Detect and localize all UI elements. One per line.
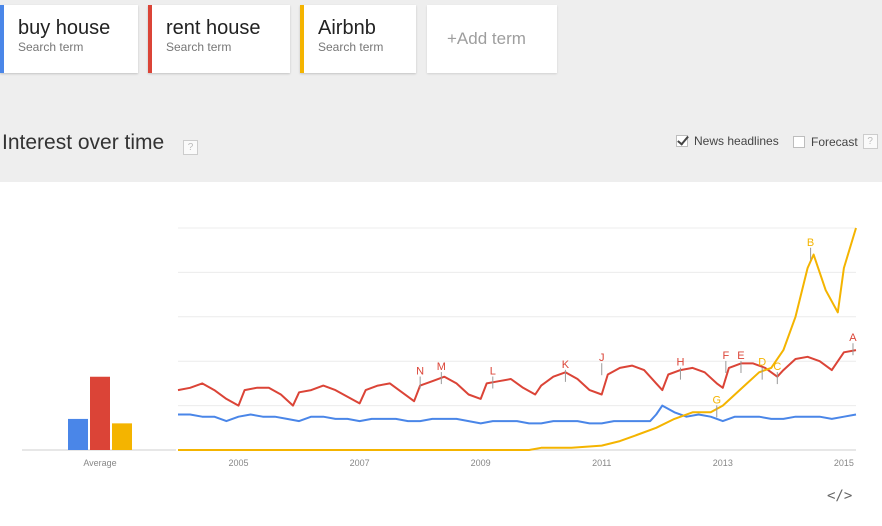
term-name: rent house	[166, 17, 261, 39]
term-subtitle: Search term	[166, 40, 232, 54]
annotation-marker: E	[737, 350, 744, 362]
interest-over-time-chart: 2005 2007 2009 2011 2013 2015 Average N M L K J H F E D…	[22, 227, 857, 468]
search-term-card[interactable]: rent house Search term	[148, 5, 290, 73]
news-headlines-label: News headlines	[694, 134, 779, 148]
annotation-marker: B	[807, 237, 814, 249]
annotation-marker: F	[722, 350, 729, 362]
page-title: Interest over time	[2, 131, 165, 154]
forecast-checkbox[interactable]	[793, 135, 805, 148]
average-label: Average	[83, 458, 116, 468]
average-bar	[90, 376, 110, 450]
embed-code-icon[interactable]: </>	[827, 488, 853, 504]
x-tick-label: 2009	[471, 458, 491, 468]
term-name: Airbnb	[318, 17, 376, 39]
search-term-card[interactable]: Airbnb Search term	[300, 5, 416, 73]
news-headlines-option[interactable]: News headlines	[676, 134, 779, 148]
annotation-marker: J	[599, 352, 605, 364]
x-tick-label: 2005	[229, 458, 249, 468]
add-term-button[interactable]: +Add term	[427, 5, 557, 73]
annotation-marker: G	[712, 394, 721, 406]
term-name: buy house	[18, 17, 111, 39]
annotation-marker: A	[849, 332, 857, 344]
annotation-marker: H	[676, 357, 684, 369]
search-term-card[interactable]: buy house Search term	[0, 5, 138, 73]
average-bar	[68, 418, 88, 450]
annotation-marker: D	[758, 357, 766, 369]
average-bar	[112, 423, 132, 450]
help-icon[interactable]: ?	[183, 140, 198, 155]
series-line-buy-house	[178, 404, 857, 425]
term-subtitle: Search term	[18, 40, 84, 54]
term-color-stripe	[300, 5, 304, 73]
annotation-marker: N	[416, 366, 424, 378]
term-color-stripe	[148, 5, 152, 73]
x-tick-label: 2007	[350, 458, 370, 468]
forecast-help-icon[interactable]: ?	[862, 134, 878, 149]
forecast-option[interactable]: Forecast ?	[793, 134, 878, 149]
series-line-rent-house	[177, 349, 857, 407]
x-tick-label: 2011	[592, 458, 611, 468]
forecast-label: Forecast	[811, 134, 858, 149]
annotation-marker: K	[562, 359, 570, 371]
news-headlines-checkbox[interactable]	[676, 135, 688, 147]
x-tick-label: 2013	[713, 458, 733, 468]
x-tick-label: 2015	[834, 458, 854, 468]
term-color-stripe	[0, 5, 4, 73]
annotation-marker: C	[773, 361, 781, 373]
annotation-marker: L	[490, 366, 496, 378]
term-subtitle: Search term	[318, 40, 384, 54]
series-line-airbnb	[178, 227, 857, 451]
annotation-marker: M	[437, 361, 446, 373]
